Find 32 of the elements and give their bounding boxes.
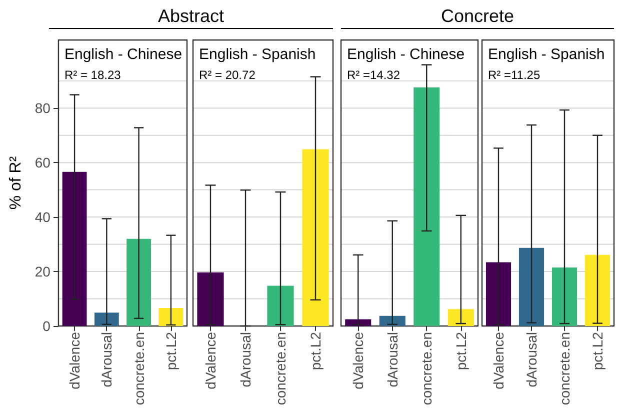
- chart-title: English - Chinese: [64, 46, 182, 63]
- annotation: R² = 20.72: [199, 68, 256, 82]
- x-tick-label: dValence: [350, 332, 366, 390]
- x-tick-label: dArousal: [98, 332, 115, 388]
- x-tick-label: dValence: [202, 332, 218, 390]
- y-tick-label: 60: [34, 154, 51, 171]
- chart-title: English - Chinese: [347, 46, 465, 63]
- chart-title: English - Spanish: [488, 46, 605, 63]
- x-tick-label: concrete.en: [556, 332, 572, 406]
- annotation: R² =11.25: [488, 68, 540, 82]
- y-tick-label: 80: [34, 100, 51, 116]
- chart-subtitle: Abstract: [49, 4, 333, 29]
- y-axis-title: % of R²: [8, 156, 24, 210]
- x-tick-label: concrete.en: [130, 332, 147, 406]
- x-tick-label: dArousal: [524, 332, 540, 388]
- y-tick-label: 20: [34, 264, 51, 280]
- chart-title: English - Spanish: [199, 46, 316, 63]
- chart-subtitle: Concrete: [341, 4, 614, 29]
- x-tick-label: dValence: [66, 332, 83, 390]
- x-tick-label: dArousal: [384, 332, 400, 388]
- y-tick-label: 0: [42, 318, 51, 334]
- x-tick-label: pct.L2: [162, 332, 179, 370]
- x-tick-label: pct.L2: [452, 332, 469, 370]
- annotation: R² =14.32: [347, 68, 400, 82]
- x-tick-label: pct.L2: [590, 332, 606, 370]
- x-tick-label: dArousal: [238, 332, 254, 388]
- x-tick-label: concrete.en: [418, 332, 435, 406]
- x-tick-label: dValence: [490, 332, 506, 390]
- annotation: R² = 18.23: [64, 68, 122, 82]
- y-tick-label: 40: [34, 209, 51, 226]
- x-tick-label: pct.L2: [308, 332, 324, 370]
- x-tick-label: concrete.en: [272, 332, 288, 406]
